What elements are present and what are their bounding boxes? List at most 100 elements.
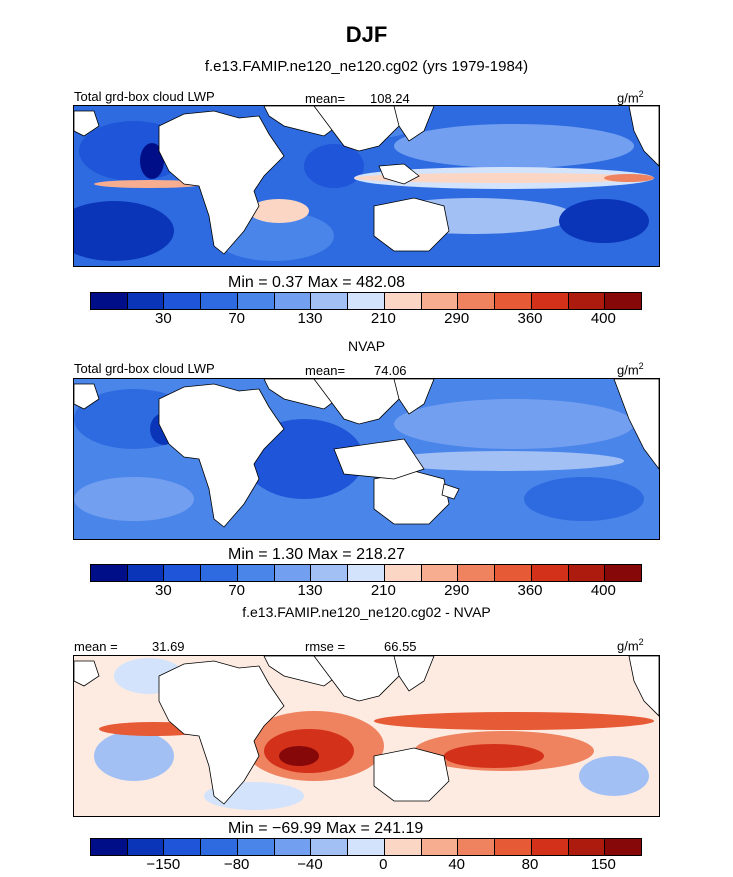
panel3-minmax: Min = −69.99 Max = 241.19 — [228, 820, 424, 837]
panel2-colorbar-tick: 130 — [297, 582, 323, 599]
panel3-africa — [158, 660, 285, 805]
panel3-colorbar-tick: −40 — [297, 856, 323, 873]
panel2-colorbar-swatch — [421, 565, 459, 581]
panel2-colorbar-swatch — [531, 565, 569, 581]
panel1-field-io-pink — [249, 199, 309, 223]
panel1-unit: g/m2 — [617, 89, 644, 105]
panel3-field-spcz-core — [444, 744, 544, 768]
panel1-colorbar-swatch — [127, 293, 165, 309]
panel2-unit-sup: 2 — [638, 361, 644, 371]
panel3-field-sep — [579, 756, 649, 796]
panel3-field-itcz — [374, 712, 654, 730]
panel2-colorbar-tick: 360 — [517, 582, 543, 599]
panel2-colorbar-swatch — [605, 565, 642, 581]
panel3-colorbar-swatch — [531, 839, 569, 855]
panel2-mean-value: 74.06 — [374, 363, 407, 378]
panel1-map — [73, 105, 660, 267]
panel1-minmax: Min = 0.37 Max = 482.08 — [228, 274, 405, 291]
panel3-colorbar — [90, 838, 642, 856]
panel1-field-darkcell — [140, 143, 164, 179]
panel2-americas — [613, 379, 659, 470]
panel2-east-asia — [393, 379, 435, 415]
panel1-unit-base: g/m — [617, 90, 639, 106]
panel1-mean-value: 108.24 — [370, 91, 410, 106]
panel2-variable-label: Total grd-box cloud LWP — [74, 361, 215, 376]
panel1-colorbar-tick: 360 — [517, 310, 543, 327]
panel3-colorbar-swatch — [421, 839, 459, 855]
panel2-field-atl-s — [74, 477, 194, 521]
panel1-mean-label: mean= — [305, 91, 346, 106]
panel3-colorbar-swatch — [568, 839, 606, 855]
panel3-colorbar-swatch — [384, 839, 422, 855]
panel1-field-atl-itcz — [94, 180, 204, 188]
panel2-unit-base: g/m — [617, 362, 639, 378]
panel3-rmse-value: 66.55 — [384, 639, 417, 654]
panel2-mean-label: mean= — [305, 363, 346, 378]
panel1-colorbar-swatch — [568, 293, 606, 309]
panel1-maritime — [378, 163, 420, 185]
panel1-field-sep — [559, 199, 649, 243]
panel2-colorbar-tick: 290 — [444, 582, 470, 599]
panel2-colorbar-tick: 70 — [228, 582, 245, 599]
panel1-field-itcz — [354, 173, 654, 183]
panel1-colorbar-swatch — [91, 293, 128, 309]
panel1-field-atl-s — [74, 201, 174, 261]
panel3-colorbar-swatch — [311, 839, 349, 855]
panel2-colorbar-tick: 210 — [370, 582, 396, 599]
panel1-field-itcz-peak — [604, 174, 654, 182]
panel2-colorbar-swatch — [458, 565, 496, 581]
panel3-mean-label: mean = — [74, 639, 118, 654]
panel1-colorbar-swatch — [311, 293, 349, 309]
panel2-colorbar-swatch — [311, 565, 349, 581]
panel2-colorbar-swatch — [495, 565, 532, 581]
panel3-colorbar-swatch — [164, 839, 202, 855]
panel1-colorbar-tick: 210 — [370, 310, 396, 327]
panel3-unit-sup: 2 — [638, 637, 644, 647]
panel2-colorbar-swatch — [237, 565, 275, 581]
panel1-field-np — [394, 124, 634, 168]
panel1-colorbar-swatch — [274, 293, 312, 309]
panel1-colorbar-swatch — [201, 293, 238, 309]
panel1-colorbar-tick: 70 — [228, 310, 245, 327]
panel1-south-america — [74, 110, 100, 137]
panel1-east-asia — [393, 106, 435, 142]
panel1-colorbar-swatch — [531, 293, 569, 309]
panel3-colorbar-swatch — [91, 839, 128, 855]
panel1-unit-sup: 2 — [638, 89, 644, 99]
panel3-colorbar-tick: 150 — [590, 856, 616, 873]
panel1-colorbar-swatch — [458, 293, 496, 309]
panel3-unit-base: g/m — [617, 638, 639, 654]
panel2-map-svg — [74, 379, 659, 539]
panel3-americas — [628, 656, 659, 717]
panel1-variable-label: Total grd-box cloud LWP — [74, 89, 215, 104]
panel3-colorbar-tick: −150 — [146, 856, 181, 873]
panel1-africa — [158, 110, 285, 255]
panel3-map — [73, 655, 660, 817]
panel2-unit: g/m2 — [617, 361, 644, 377]
panel3-colorbar-swatch — [495, 839, 532, 855]
panel3-colorbar-tick: 80 — [521, 856, 539, 873]
panel2-colorbar-swatch — [274, 565, 312, 581]
panel3-map-svg — [74, 656, 659, 816]
panel2-map — [73, 378, 660, 540]
panel2-field-np — [394, 399, 634, 449]
panel2-colorbar — [90, 564, 642, 582]
panel3-colorbar-tick: 40 — [448, 856, 465, 873]
panel1-field-arab — [304, 144, 364, 188]
panel2-field-sep — [524, 477, 644, 521]
panel2-colorbar-swatch — [568, 565, 606, 581]
panel3-colorbar-swatch — [274, 839, 312, 855]
panel3-rmse-label: rmse = — [305, 639, 346, 654]
panel1-colorbar-swatch — [495, 293, 532, 309]
panel1-americas — [628, 106, 659, 167]
panel3-field-io-peak — [279, 746, 319, 766]
figure-subtitle: f.e13.FAMIP.ne120_ne120.cg02 (yrs 1979-1… — [204, 58, 529, 75]
panel2-colorbar-swatch — [164, 565, 202, 581]
panel1-australia — [373, 197, 450, 252]
panel1-colorbar-swatch — [421, 293, 459, 309]
panel2-minmax: Min = 1.30 Max = 218.27 — [228, 546, 405, 563]
panel3-australia — [373, 747, 450, 802]
panel1-colorbar-swatch — [384, 293, 422, 309]
panel3-colorbar-swatch — [237, 839, 275, 855]
panel1-colorbar-swatch — [348, 293, 385, 309]
